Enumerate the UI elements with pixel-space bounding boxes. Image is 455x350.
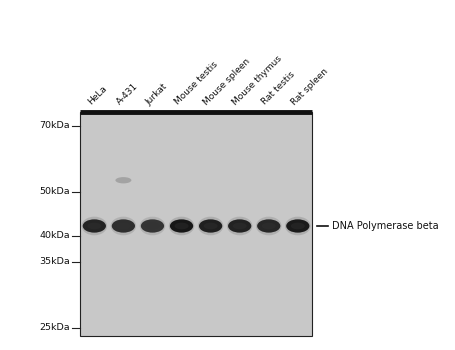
Text: DNA Polymerase beta: DNA Polymerase beta <box>331 221 438 231</box>
Ellipse shape <box>203 223 217 229</box>
Text: 35kDa: 35kDa <box>39 257 70 266</box>
Ellipse shape <box>198 219 222 233</box>
Ellipse shape <box>257 219 280 233</box>
Ellipse shape <box>82 219 106 233</box>
Ellipse shape <box>115 177 131 183</box>
Text: 70kDa: 70kDa <box>39 121 70 130</box>
Text: 25kDa: 25kDa <box>39 323 70 332</box>
Text: 40kDa: 40kDa <box>39 231 70 240</box>
Ellipse shape <box>228 219 251 233</box>
Text: 50kDa: 50kDa <box>39 187 70 196</box>
Ellipse shape <box>87 223 101 229</box>
Ellipse shape <box>227 217 252 235</box>
Ellipse shape <box>261 223 275 229</box>
Ellipse shape <box>284 217 310 235</box>
Bar <box>80 112 312 336</box>
Text: Mouse spleen: Mouse spleen <box>202 56 252 107</box>
Text: HeLa: HeLa <box>86 84 108 107</box>
Text: Rat testis: Rat testis <box>259 70 296 107</box>
Ellipse shape <box>145 223 159 229</box>
Ellipse shape <box>197 217 223 235</box>
Text: Jurkat: Jurkat <box>143 82 168 107</box>
Ellipse shape <box>170 219 193 233</box>
Text: Mouse testis: Mouse testis <box>172 60 219 107</box>
Ellipse shape <box>139 217 165 235</box>
Ellipse shape <box>174 223 188 229</box>
Ellipse shape <box>255 217 281 235</box>
Text: A-431: A-431 <box>115 82 139 107</box>
Ellipse shape <box>286 219 309 233</box>
Ellipse shape <box>111 217 136 235</box>
Ellipse shape <box>168 217 194 235</box>
Ellipse shape <box>111 219 135 233</box>
Ellipse shape <box>81 217 107 235</box>
Text: Mouse thymus: Mouse thymus <box>231 54 283 107</box>
Text: Rat spleen: Rat spleen <box>288 66 329 107</box>
Ellipse shape <box>290 223 304 229</box>
Ellipse shape <box>232 223 246 229</box>
Ellipse shape <box>141 219 164 233</box>
Ellipse shape <box>116 223 130 229</box>
